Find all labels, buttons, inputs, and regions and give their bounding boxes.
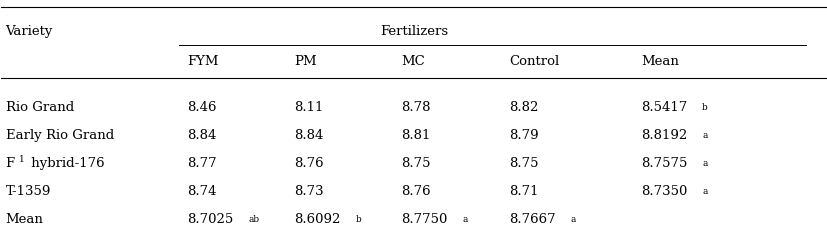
Text: a: a [701, 186, 707, 195]
Text: MC: MC [401, 55, 425, 68]
Text: 8.8192: 8.8192 [640, 128, 686, 142]
Text: F: F [6, 156, 15, 169]
Text: 8.84: 8.84 [294, 128, 323, 142]
Text: Early Rio Grand: Early Rio Grand [6, 128, 113, 142]
Text: 8.46: 8.46 [187, 101, 217, 114]
Text: T-1359: T-1359 [6, 184, 50, 197]
Text: ab: ab [248, 214, 259, 223]
Text: a: a [462, 214, 468, 223]
Text: a: a [701, 159, 707, 168]
Text: 8.76: 8.76 [401, 184, 431, 197]
Text: 8.81: 8.81 [401, 128, 431, 142]
Text: Mean: Mean [640, 55, 678, 68]
Text: PM: PM [294, 55, 317, 68]
Text: 8.75: 8.75 [509, 156, 538, 169]
Text: 8.77: 8.77 [187, 156, 217, 169]
Text: 8.84: 8.84 [187, 128, 216, 142]
Text: 8.11: 8.11 [294, 101, 323, 114]
Text: 8.7750: 8.7750 [401, 212, 447, 225]
Text: a: a [570, 214, 576, 223]
Text: 8.82: 8.82 [509, 101, 538, 114]
Text: 8.75: 8.75 [401, 156, 431, 169]
Text: Mean: Mean [6, 212, 43, 225]
Text: 8.78: 8.78 [401, 101, 431, 114]
Text: 8.7025: 8.7025 [187, 212, 233, 225]
Text: 8.71: 8.71 [509, 184, 538, 197]
Text: Variety: Variety [6, 25, 53, 38]
Text: 1: 1 [19, 154, 25, 163]
Text: 8.6092: 8.6092 [294, 212, 340, 225]
Text: b: b [356, 214, 361, 223]
Text: b: b [701, 103, 707, 112]
Text: hybrid-176: hybrid-176 [27, 156, 104, 169]
Text: 8.79: 8.79 [509, 128, 538, 142]
Text: FYM: FYM [187, 55, 218, 68]
Text: Rio Grand: Rio Grand [6, 101, 74, 114]
Text: 8.7350: 8.7350 [640, 184, 686, 197]
Text: 8.74: 8.74 [187, 184, 217, 197]
Text: 8.73: 8.73 [294, 184, 323, 197]
Text: 8.7575: 8.7575 [640, 156, 686, 169]
Text: 8.7667: 8.7667 [509, 212, 555, 225]
Text: a: a [701, 131, 706, 140]
Text: 8.76: 8.76 [294, 156, 323, 169]
Text: Fertilizers: Fertilizers [380, 25, 447, 38]
Text: 8.5417: 8.5417 [640, 101, 686, 114]
Text: Control: Control [509, 55, 558, 68]
